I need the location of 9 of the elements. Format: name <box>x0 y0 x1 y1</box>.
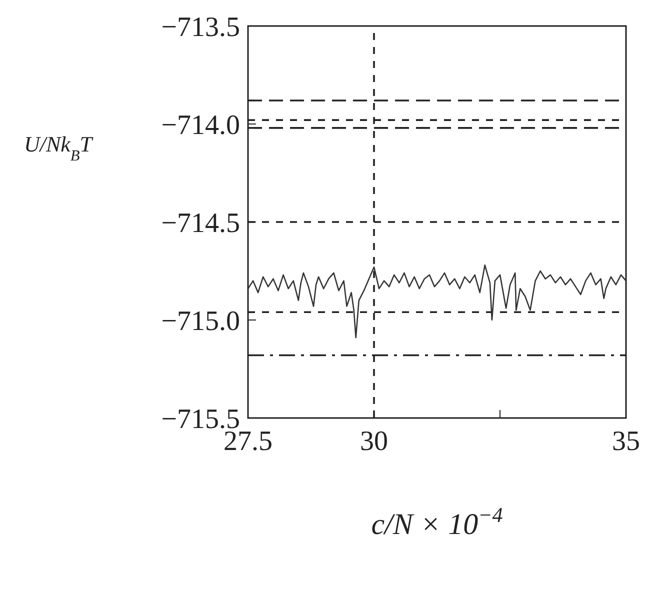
y-tick-label: −713.5 <box>161 12 240 43</box>
y-axis-title: U/Nk$_{B}$T <box>24 131 94 164</box>
x-axis-title: c/N × 10$^{−4}$ <box>371 503 504 541</box>
y-tick-label: −715.0 <box>161 306 240 337</box>
line-series <box>248 264 626 338</box>
y-tick-label: −714.0 <box>161 110 240 141</box>
y-tick-label: −714.5 <box>161 208 240 239</box>
x-tick-label: 30 <box>360 426 388 457</box>
x-tick-label: 35 <box>612 426 640 457</box>
